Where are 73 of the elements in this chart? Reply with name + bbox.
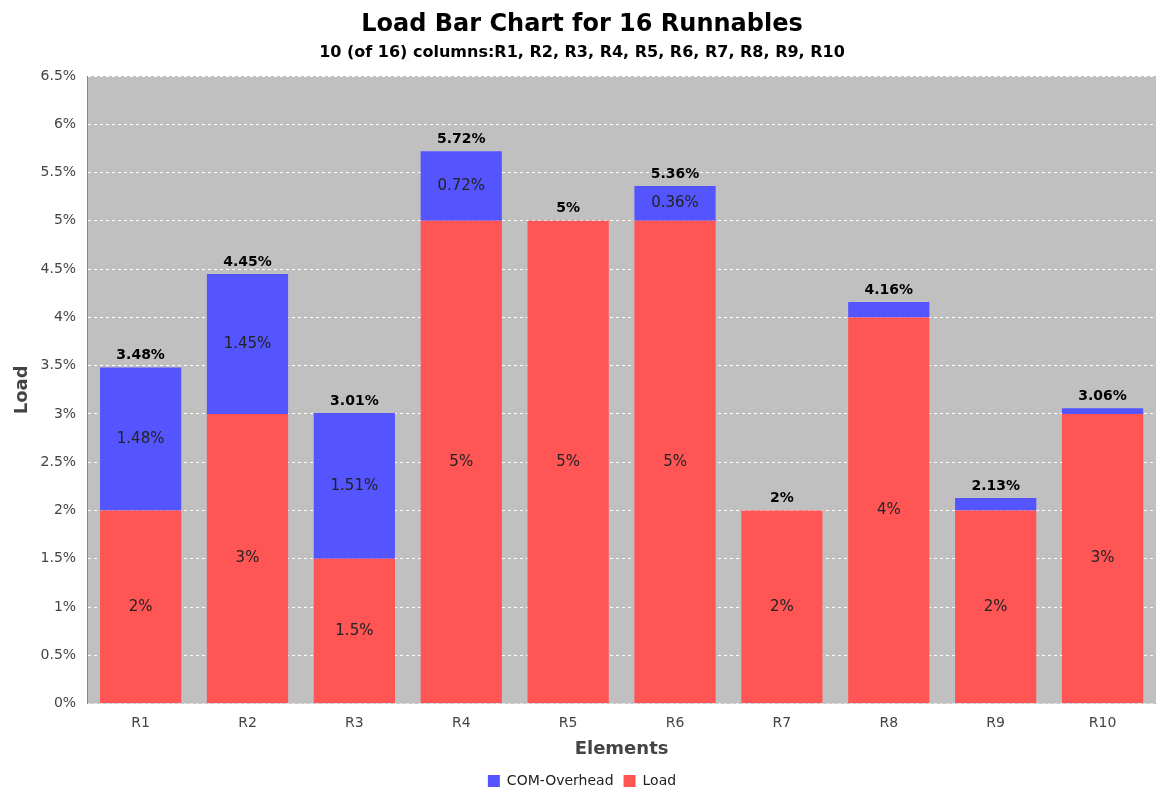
chart-subtitle: 10 (of 16) columns:R1, R2, R3, R4, R5, R6, R7, R8, R9, R10: [319, 41, 845, 61]
x-tick-label: R8: [879, 713, 899, 730]
y-tick-label: 0.5%: [40, 645, 77, 662]
y-tick-label: 3%: [53, 404, 77, 421]
bar: [848, 301, 930, 318]
data-label: 1.5%: [335, 620, 374, 639]
total-label: 4.16%: [864, 280, 914, 297]
x-tick-label: R2: [238, 713, 257, 730]
bar: [206, 413, 289, 704]
bar: [313, 558, 395, 704]
x-tick-label: R1: [131, 713, 150, 730]
bar: [420, 151, 502, 221]
x-tick-label: R3: [345, 713, 364, 730]
y-axis-title: Load: [10, 365, 32, 415]
data-label: 5%: [556, 451, 581, 470]
bar: [206, 273, 289, 414]
data-label: 5%: [449, 451, 474, 470]
data-label: 2%: [128, 596, 153, 615]
bar: [741, 510, 823, 704]
total-label: 5.36%: [650, 164, 700, 181]
bar: [955, 497, 1037, 511]
bar: [1061, 413, 1144, 704]
data-label: 4%: [876, 500, 901, 519]
data-label: 3%: [1090, 548, 1115, 567]
bar: [99, 367, 182, 511]
data-label: 3%: [235, 548, 260, 567]
bar: [1061, 408, 1144, 414]
bar: [955, 510, 1037, 704]
legend-label: COM-Overhead: [506, 771, 614, 788]
total-label: 4.45%: [223, 252, 272, 269]
x-axis-title: Elements: [574, 736, 669, 758]
legend-label: Load: [642, 771, 677, 788]
y-tick-label: 6%: [53, 114, 77, 131]
data-label: 5%: [663, 451, 687, 470]
x-tick-label: R10: [1088, 713, 1117, 730]
total-label: 3.06%: [1078, 386, 1127, 403]
y-tick-label: 2.5%: [40, 452, 77, 469]
bar: [527, 220, 609, 704]
total-label: 3.48%: [116, 346, 165, 363]
y-tick-label: 1%: [53, 597, 77, 614]
total-label: 2.13%: [971, 476, 1020, 493]
bar: [313, 412, 395, 559]
bar: [848, 317, 930, 704]
y-tick-label: 1.5%: [40, 549, 77, 566]
bar: [99, 510, 182, 704]
chart-title: Load Bar Chart for 16 Runnables: [361, 8, 803, 37]
data-label: 0.36%: [651, 193, 699, 212]
x-tick-label: R9: [986, 713, 1005, 730]
y-tick-label: 4%: [53, 308, 77, 325]
x-tick-label: R5: [558, 713, 578, 730]
data-label: 0.72%: [437, 175, 486, 194]
bar: [420, 220, 502, 704]
y-tick-label: 5.5%: [40, 163, 77, 180]
data-label: 2%: [770, 596, 794, 615]
data-label: 1.51%: [330, 475, 379, 494]
x-tick-label: R6: [665, 713, 685, 730]
y-tick-label: 5%: [53, 211, 77, 228]
data-label: 2%: [983, 596, 1008, 615]
data-label: 1.45%: [223, 333, 272, 352]
total-label: 5%: [556, 199, 581, 216]
total-label: 5.72%: [436, 129, 486, 146]
x-tick-label: R4: [451, 713, 471, 730]
y-tick-label: 3.5%: [40, 356, 77, 373]
data-label: 1.48%: [116, 428, 165, 447]
bar: [634, 220, 716, 704]
y-tick-label: 6.5%: [40, 66, 77, 83]
y-tick-label: 0%: [53, 694, 77, 711]
y-tick-label: 4.5%: [40, 259, 77, 276]
total-label: 3.01%: [330, 391, 379, 408]
x-tick-label: R7: [772, 713, 792, 730]
y-tick-label: 2%: [53, 501, 77, 518]
bar: [634, 186, 716, 221]
total-label: 2%: [770, 489, 794, 506]
